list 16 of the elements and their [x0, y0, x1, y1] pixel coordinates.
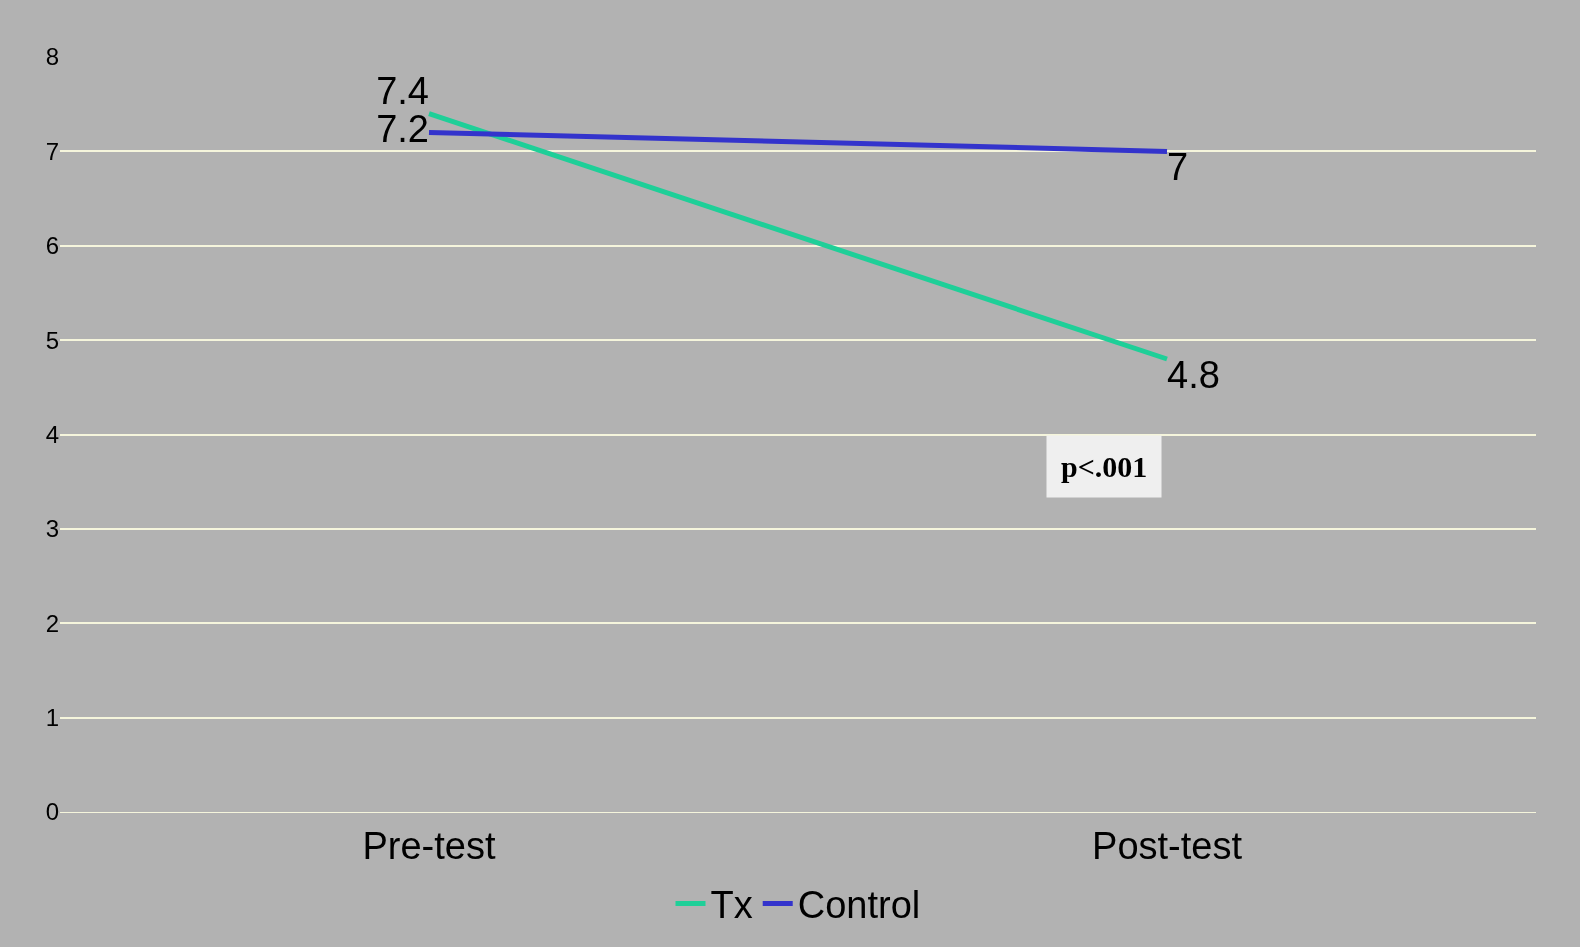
- data-label: 4.8: [1167, 353, 1220, 396]
- x-tick-label: Post-test: [1092, 824, 1243, 867]
- y-tick-label: 2: [45, 609, 59, 637]
- y-tick-label: 7: [45, 137, 59, 165]
- y-tick-label: 8: [45, 43, 59, 71]
- y-tick-label: 6: [45, 232, 59, 260]
- y-tick-label: 1: [45, 704, 59, 732]
- y-tick-label: 5: [45, 326, 59, 354]
- legend-label: Tx: [710, 884, 753, 927]
- y-tick-label: 4: [45, 420, 59, 448]
- y-tick-label: 3: [45, 515, 59, 543]
- data-label: 7: [1167, 145, 1189, 188]
- x-tick-label: Pre-test: [362, 824, 496, 867]
- legend-label: Control: [797, 884, 921, 927]
- annotation: p<.001: [1061, 450, 1148, 483]
- y-tick-label: 0: [45, 798, 59, 826]
